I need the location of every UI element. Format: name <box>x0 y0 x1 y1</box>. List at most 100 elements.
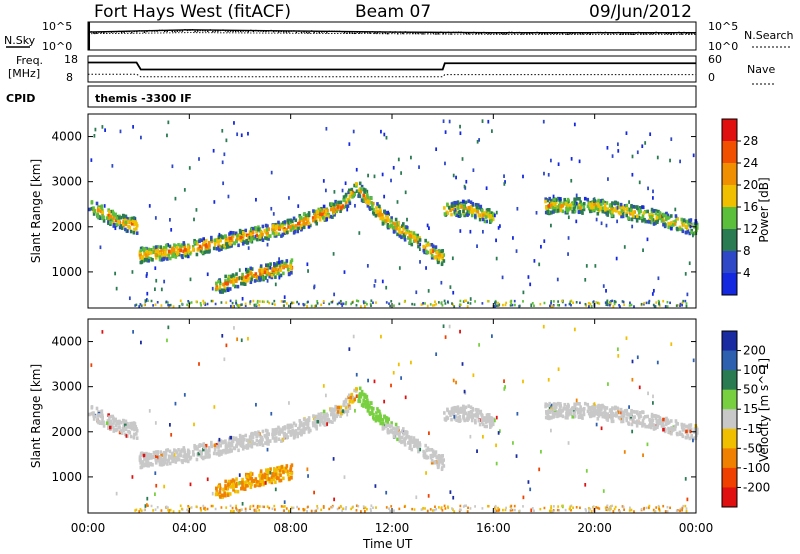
power-cell <box>171 254 174 259</box>
power-cell <box>204 238 208 243</box>
velocity-cell <box>175 450 179 455</box>
velocity-cell <box>453 510 456 513</box>
velocity-cell <box>555 402 558 407</box>
velocity-cell <box>199 506 202 510</box>
velocity-cell <box>678 432 682 436</box>
velocity-cell <box>549 408 553 413</box>
velocity-cell <box>119 420 123 425</box>
power-cell <box>166 243 170 247</box>
noise-point <box>348 32 351 34</box>
velocity-cell <box>591 406 594 411</box>
power-cell <box>307 300 309 304</box>
velocity-cell <box>495 443 497 448</box>
velocity-cell <box>265 439 269 444</box>
velocity-cell <box>338 506 341 510</box>
velocity-cell <box>206 477 209 482</box>
velocity-cell <box>476 449 478 453</box>
velocity-cell <box>220 440 224 444</box>
velocity-cell <box>319 417 322 422</box>
noise-point <box>620 33 622 35</box>
velocity-cell <box>577 415 581 419</box>
power-cell <box>128 296 131 301</box>
power-cell <box>440 280 443 285</box>
power-cell <box>569 300 572 304</box>
velocity-cell <box>294 423 298 428</box>
power-cell <box>115 286 118 291</box>
power-cell <box>350 302 353 306</box>
velocity-cell <box>681 506 684 510</box>
power-cell <box>326 214 330 219</box>
power-cell <box>437 257 441 261</box>
velocity-cell <box>545 411 548 416</box>
power-cell <box>269 265 272 270</box>
power-cell <box>131 216 134 221</box>
velocity-cell <box>324 414 328 419</box>
velocity-cell <box>348 404 351 409</box>
velocity-cell <box>353 388 356 393</box>
noise-point <box>394 31 396 33</box>
velocity-cell <box>392 426 395 431</box>
power-cell <box>424 302 426 305</box>
velocity-cell <box>283 436 286 440</box>
power-cell <box>550 302 552 305</box>
velocity-cell <box>152 455 155 460</box>
velocity-cell <box>559 413 563 418</box>
velocity-cell <box>625 416 628 421</box>
power-cell <box>160 254 163 259</box>
power-cell <box>297 221 301 226</box>
power-cell <box>218 232 221 237</box>
noise-point <box>397 33 399 35</box>
velocity-cell <box>229 504 232 508</box>
power-cell <box>282 265 285 269</box>
velocity-cell <box>462 410 466 415</box>
power-cell <box>289 263 292 268</box>
freq-tick-top: 18 <box>64 53 78 66</box>
velocity-cell <box>316 419 320 424</box>
power-cell <box>389 304 392 308</box>
power-cell <box>103 204 106 208</box>
velocity-cell <box>283 434 286 438</box>
power-colorbar-label: Power [dB] <box>757 177 771 242</box>
power-cell <box>149 251 153 255</box>
velocity-cell <box>124 423 127 428</box>
velocity-cell <box>107 418 111 423</box>
velocity-cell <box>584 483 587 487</box>
noise-point <box>645 33 647 35</box>
power-cell <box>289 260 293 264</box>
velocity-cell <box>265 432 269 437</box>
velocity-cell <box>367 406 370 411</box>
power-cell <box>692 233 694 238</box>
power-cell <box>614 300 617 304</box>
power-cell <box>297 226 300 231</box>
velocity-cell <box>597 403 600 408</box>
velocity-cell <box>619 407 623 412</box>
velocity-cell <box>135 436 139 440</box>
noise-point <box>316 30 318 33</box>
velocity-cell <box>286 469 289 474</box>
power-cell <box>224 237 228 242</box>
velocity-cell <box>253 484 257 488</box>
power-cell <box>250 277 253 282</box>
velocity-cell <box>559 409 562 413</box>
velocity-cell <box>150 504 153 508</box>
velocity-cell <box>603 407 607 412</box>
velocity-cell <box>621 416 625 421</box>
power-cell <box>631 172 634 177</box>
power-cell <box>232 231 235 235</box>
velocity-cell <box>339 411 343 415</box>
power-cell <box>381 172 384 177</box>
velocity-cell <box>249 507 252 511</box>
velocity-cell <box>645 506 648 510</box>
noise-point <box>131 32 133 34</box>
velocity-cell <box>675 509 678 512</box>
power-cell <box>650 209 654 214</box>
power-cell <box>110 218 114 222</box>
power-cell <box>259 278 262 282</box>
power-cell <box>392 225 395 230</box>
x-tick-label: 08:00 <box>273 521 308 535</box>
velocity-cell <box>433 508 436 512</box>
velocity-cell <box>616 406 619 411</box>
velocity-cell <box>226 493 230 497</box>
